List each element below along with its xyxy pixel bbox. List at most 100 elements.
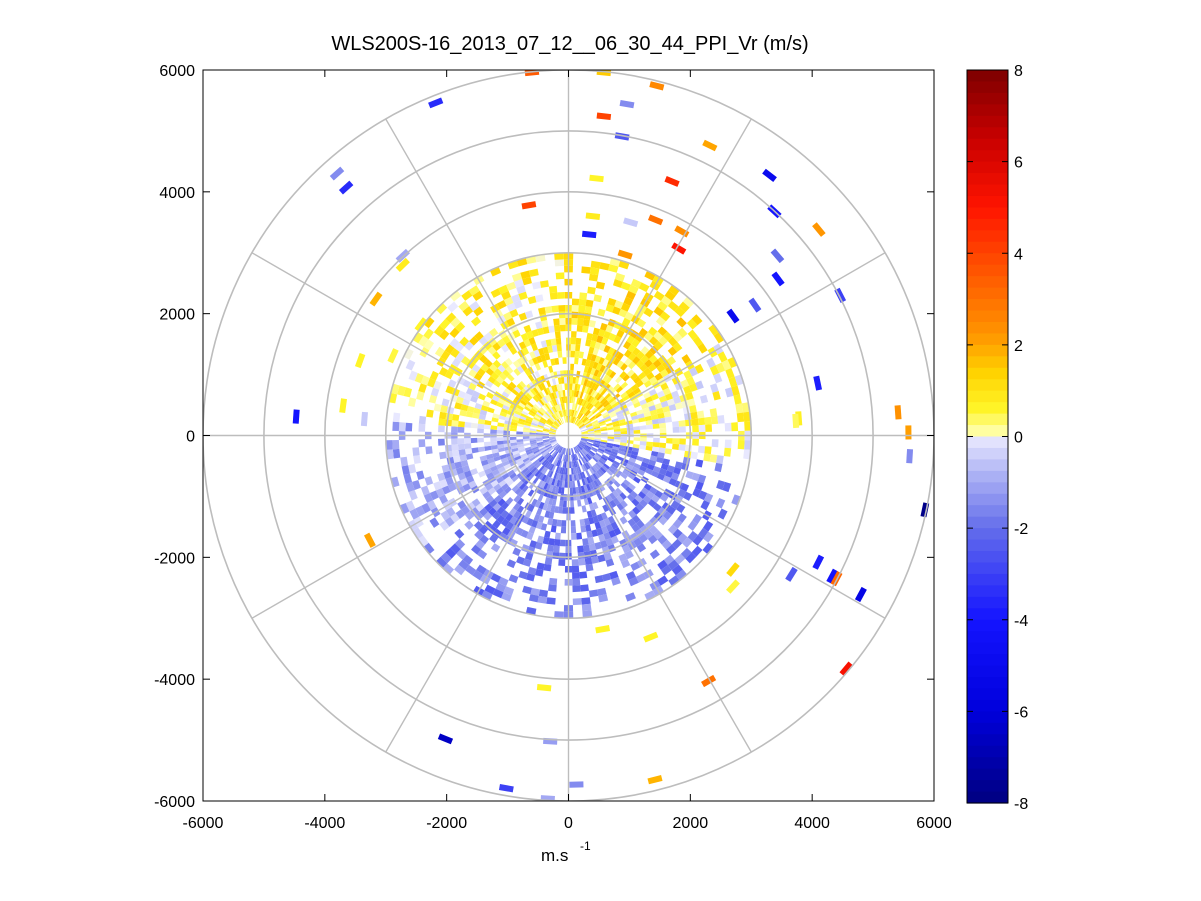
ppi-gate <box>630 490 638 499</box>
ppi-gate <box>408 397 417 407</box>
polar-grid <box>203 70 934 801</box>
ppi-gate <box>724 439 732 449</box>
ppi-gate <box>590 389 596 397</box>
ppi-gate <box>595 462 602 469</box>
ppi-gate <box>538 421 545 426</box>
ppi-gate <box>551 399 557 407</box>
ppi-gate <box>585 524 592 532</box>
ppi-gate <box>585 462 591 469</box>
ppi-gate <box>574 460 578 468</box>
colorbar-band <box>967 241 1008 254</box>
ppi-gate <box>737 439 745 450</box>
ppi-gate <box>632 444 640 449</box>
ppi-gate <box>655 316 666 327</box>
ppi-gate <box>496 376 504 384</box>
ppi-gate <box>522 558 532 567</box>
ppi-gate <box>577 421 583 427</box>
ppi-gate <box>569 487 574 495</box>
ppi-gate <box>620 507 629 517</box>
ppi-gate <box>627 460 635 467</box>
ppi-gate <box>500 509 509 519</box>
ppi-gate <box>662 405 671 413</box>
ppi-gate <box>445 476 454 486</box>
ppi-gate <box>571 305 579 312</box>
ppi-gate <box>493 379 502 388</box>
ppi-gate <box>593 426 601 430</box>
ppi-gate <box>586 403 593 410</box>
ppi-far-gate <box>521 201 537 210</box>
ppi-gate <box>559 417 563 425</box>
ppi-far-gate <box>354 352 366 369</box>
ppi-gate <box>587 366 593 374</box>
ppi-gate <box>503 311 513 321</box>
ppi-gate <box>520 413 528 419</box>
ppi-gate <box>585 421 592 427</box>
ppi-gate <box>574 383 579 391</box>
ppi-gate <box>474 530 484 540</box>
colorbar-band <box>967 344 1008 357</box>
ppi-gate <box>528 594 539 603</box>
ppi-gate <box>503 586 515 596</box>
ppi-gate <box>555 444 561 451</box>
ppi-gate <box>591 419 598 425</box>
ppi-gate <box>560 376 565 384</box>
ppi-gate <box>598 387 605 395</box>
ppi-far-gate <box>771 271 785 287</box>
ppi-gate <box>589 415 596 421</box>
ppi-gate <box>612 306 621 315</box>
ppi-gate <box>542 537 550 545</box>
ppi-gate <box>497 466 506 473</box>
ppi-gate <box>540 407 547 414</box>
ppi-gate <box>483 424 491 430</box>
ppi-gate <box>408 464 417 474</box>
colorbar-tick-label: -6 <box>1014 704 1028 721</box>
ppi-gate <box>549 431 556 434</box>
ppi-gate <box>544 461 551 468</box>
ppi-gate <box>540 481 547 489</box>
ppi-gate <box>596 394 603 401</box>
ppi-gate <box>483 331 494 342</box>
ppi-gate <box>628 457 637 463</box>
ppi-gate <box>572 585 581 593</box>
ppi-gate <box>536 438 543 442</box>
ppi-gate <box>464 510 475 521</box>
ppi-gate <box>471 363 481 373</box>
ppi-gate <box>589 267 600 276</box>
ppi-gate <box>518 341 527 350</box>
ppi-gate <box>576 532 583 540</box>
ppi-gate <box>624 550 634 560</box>
ppi-gate <box>599 364 606 373</box>
ppi-gate <box>575 445 581 452</box>
ppi-gate <box>464 520 474 530</box>
ppi-gate <box>631 447 640 453</box>
colorbar-band <box>967 253 1008 266</box>
ppi-gate <box>581 471 586 479</box>
ppi-gate <box>620 472 628 480</box>
ppi-gate <box>525 471 533 479</box>
ppi-gate <box>575 486 580 494</box>
ppi-gate <box>677 532 688 544</box>
ppi-gate <box>594 453 601 460</box>
x-tick-label: 6000 <box>916 815 952 832</box>
ppi-gate <box>529 432 536 435</box>
ppi-gate <box>478 345 488 355</box>
ppi-gate <box>596 470 603 477</box>
ppi-gate <box>586 510 593 519</box>
ppi-gate <box>516 497 525 506</box>
ppi-gate <box>615 410 623 416</box>
ppi-gate <box>547 418 554 424</box>
ppi-gate <box>529 428 537 432</box>
ppi-gate <box>706 357 716 369</box>
ppi-gate <box>586 411 593 418</box>
ppi-gate <box>497 444 505 449</box>
ppi-gate <box>725 368 735 379</box>
ppi-gate <box>636 409 644 416</box>
ppi-gate <box>458 300 470 312</box>
ppi-gate <box>632 356 641 365</box>
ppi-gate <box>525 461 533 468</box>
ppi-gate <box>613 471 621 478</box>
ppi-gate <box>549 372 555 380</box>
ppi-gate <box>490 437 497 442</box>
ppi-gate <box>581 603 592 612</box>
ppi-gate <box>585 299 594 308</box>
